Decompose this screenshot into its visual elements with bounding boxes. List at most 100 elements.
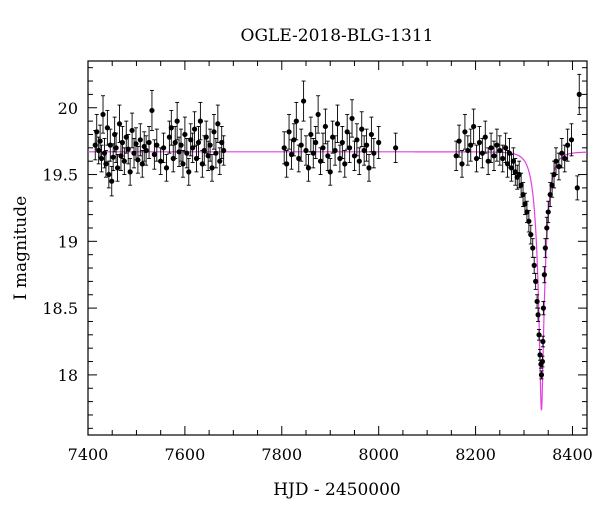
data-point [497,135,503,166]
data-marker [512,169,518,175]
data-marker [288,151,295,158]
data-marker [149,107,155,114]
data-marker [518,182,524,188]
data-marker [209,165,215,171]
x-tick-label: 8400 [552,445,593,464]
data-point [286,113,292,150]
data-point [322,108,328,145]
data-point [576,73,582,115]
data-marker [562,155,568,162]
data-marker [284,161,290,167]
x-axis-label: HJD - 2450000 [273,480,401,500]
y-axis-label: I magnitude [11,196,31,300]
data-marker [141,143,147,150]
data-marker [568,137,575,143]
data-marker [293,118,299,124]
data-point [172,125,178,159]
data-marker [154,142,160,148]
data-point [113,132,119,163]
data-point [376,125,382,159]
data-marker [133,141,139,147]
data-point [512,158,518,186]
data-marker [296,155,302,162]
data-marker [186,169,192,175]
data-point [184,138,190,169]
data-point [296,144,302,173]
data-point [504,150,511,178]
data-marker [215,121,221,127]
data-marker [453,153,459,159]
data-point [356,147,362,175]
data-point [537,349,543,361]
data-point [337,144,343,173]
data-marker [182,131,188,138]
data-point [284,150,290,178]
data-marker [533,278,539,284]
data-point [354,123,360,157]
data-marker [491,153,497,159]
data-point [531,256,537,274]
data-point [526,210,532,233]
data-marker [334,121,341,127]
data-marker [497,147,503,154]
data-marker [363,142,370,148]
data-marker [178,142,184,148]
data-marker [351,153,358,159]
data-point [327,158,333,186]
data-marker [344,129,350,135]
data-marker [110,154,116,160]
data-point [94,113,100,150]
data-marker [310,150,316,156]
data-point [344,113,350,150]
data-marker [488,145,494,151]
data-point [539,355,546,368]
data-point [288,139,295,170]
data-marker [201,147,207,154]
data-marker [291,137,297,143]
data-point [342,150,348,178]
data-marker [337,155,343,162]
data-marker [97,138,103,144]
data-marker [146,139,152,146]
data-point [533,272,539,290]
x-tick-label: 7800 [261,445,302,464]
data-point [313,125,319,159]
data-point [540,335,546,348]
data-marker [479,150,485,156]
plot-area [87,60,588,436]
model-curve [88,151,587,411]
data-point [308,116,314,153]
data-marker [574,185,580,191]
data-marker [354,137,360,143]
data-point [540,300,546,316]
data-marker [325,153,331,159]
data-point [281,131,287,165]
data-marker [371,150,377,156]
data-point [303,135,309,166]
data-marker [534,298,540,305]
data-point [473,144,480,173]
data-marker [168,125,174,131]
data-marker [221,147,227,154]
data-marker [538,372,545,378]
data-marker [553,158,559,164]
data-point [103,150,109,178]
data-marker [160,145,167,151]
data-point [217,147,223,175]
data-point [332,135,338,166]
data-point [468,128,474,162]
data-point [221,135,227,166]
data-point [160,132,167,163]
data-point [536,329,542,341]
data-point [215,104,221,143]
data-point [528,224,534,245]
data-marker [100,111,106,118]
data-marker [556,163,562,170]
data-marker [549,182,555,188]
data-point [359,111,365,147]
data-marker [176,149,182,155]
data-marker [127,169,133,175]
data-marker [482,134,488,140]
data-marker [559,150,565,156]
